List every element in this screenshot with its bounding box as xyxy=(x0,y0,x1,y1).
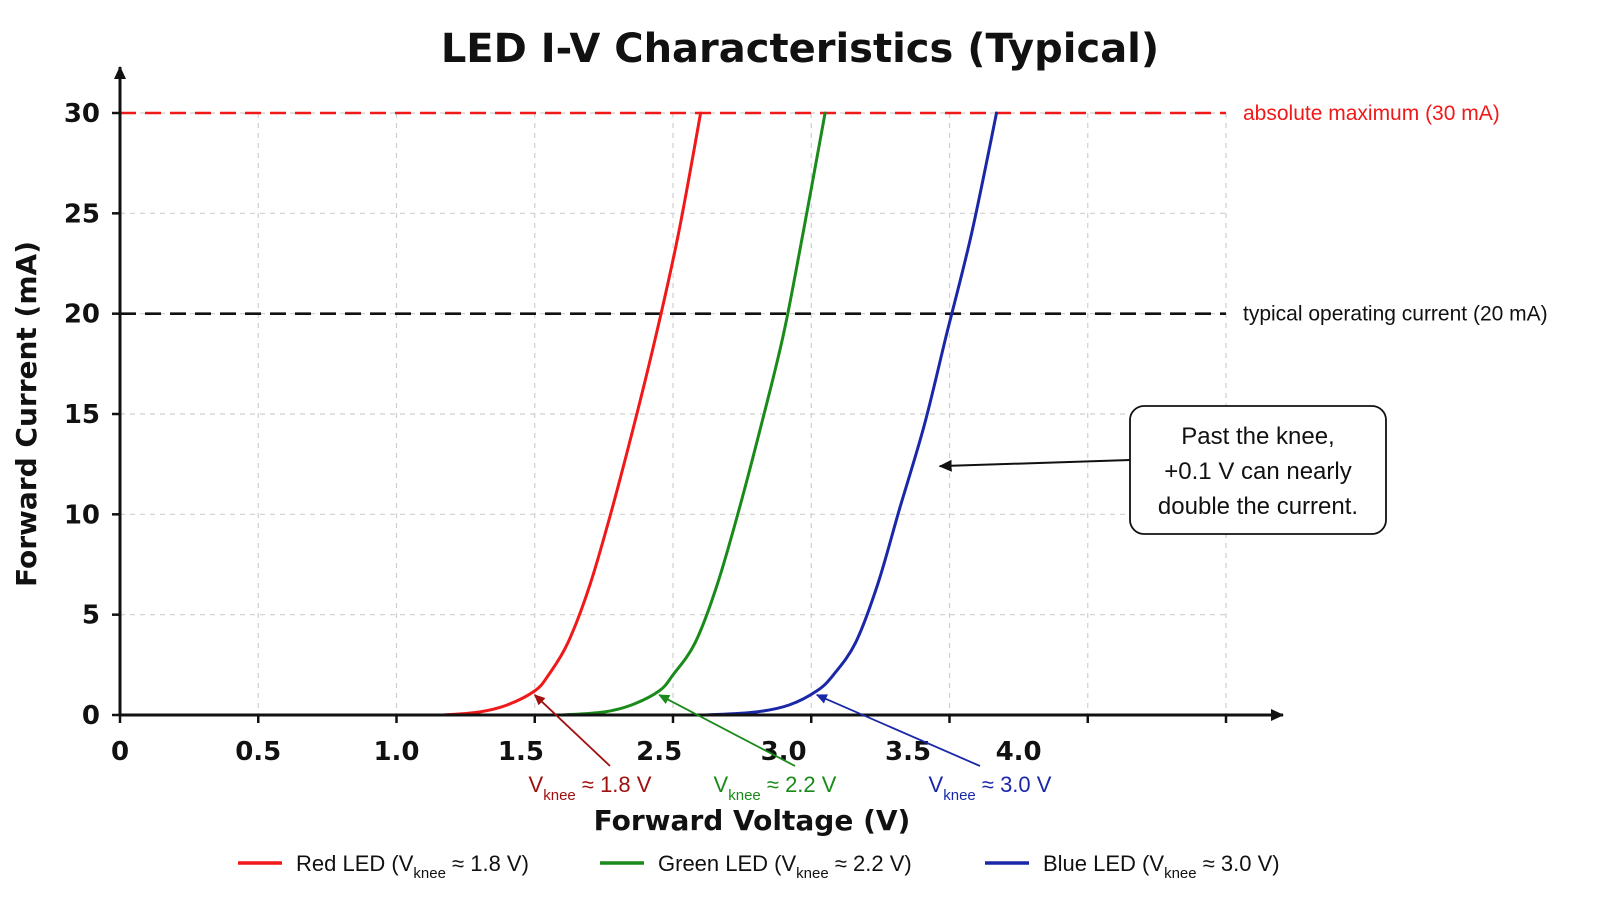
y-tick-label: 5 xyxy=(82,601,100,631)
legend: Red LED (Vknee ≈ 1.8 V) Green LED (Vknee … xyxy=(238,851,1280,882)
y-tick-label: 25 xyxy=(64,199,100,229)
x-axis-label: Forward Voltage (V) xyxy=(594,804,911,837)
knee-arrow xyxy=(534,694,611,767)
x-tick-label: 1.5 xyxy=(498,737,544,767)
series-line-red-led xyxy=(442,111,703,717)
y-tick-label: 15 xyxy=(64,400,100,430)
series-line-green-led xyxy=(560,111,827,717)
reference-line-label: typical operating current (20 mA) xyxy=(1243,303,1548,326)
axes xyxy=(114,66,1284,721)
x-tick-label: 0.5 xyxy=(235,737,281,767)
knee-arrow xyxy=(815,694,981,767)
knee-label: Vknee ≈ 1.8 V xyxy=(529,772,652,804)
series-line-blue-led xyxy=(704,111,998,717)
x-tick-label: 0 xyxy=(111,737,129,767)
grid xyxy=(120,112,1227,715)
y-tick-label: 20 xyxy=(64,300,100,330)
reference-lines: absolute maximum (30 mA) typical operatin… xyxy=(120,102,1548,326)
callout: Past the knee, +0.1 V can nearly double th… xyxy=(938,405,1387,535)
callout-box xyxy=(1129,405,1387,535)
knee-label: Vknee ≈ 2.2 V xyxy=(714,772,837,804)
callout-line: +0.1 V can nearly xyxy=(1164,458,1351,485)
x-tick-label: 1.0 xyxy=(373,737,419,767)
x-tick-label: 2.5 xyxy=(636,737,682,767)
chart-title: LED I-V Characteristics (Typical) xyxy=(441,26,1159,72)
series-group xyxy=(442,111,998,717)
knee-arrow xyxy=(658,694,796,767)
legend-entry: Blue LED (Vknee ≈ 3.0 V) xyxy=(1043,851,1280,882)
y-tick-label: 10 xyxy=(64,500,100,530)
knee-label: Vknee ≈ 3.0 V xyxy=(929,772,1052,804)
knee-annotations: Vknee ≈ 1.8 V Vknee ≈ 2.2 V Vknee ≈ 3.0 V xyxy=(529,694,1052,804)
y-tick-label: 30 xyxy=(64,99,100,129)
x-tick-label: 4.0 xyxy=(996,737,1042,767)
callout-line: double the current. xyxy=(1158,493,1358,520)
legend-entry: Red LED (Vknee ≈ 1.8 V) xyxy=(296,851,529,882)
reference-line-label: absolute maximum (30 mA) xyxy=(1243,102,1500,125)
legend-entry: Green LED (Vknee ≈ 2.2 V) xyxy=(658,851,912,882)
y-tick-label: 0 xyxy=(82,701,100,731)
callout-arrow xyxy=(938,459,1131,472)
y-axis-label: Forward Current (mA) xyxy=(10,241,43,587)
callout-line: Past the knee, xyxy=(1181,423,1334,450)
